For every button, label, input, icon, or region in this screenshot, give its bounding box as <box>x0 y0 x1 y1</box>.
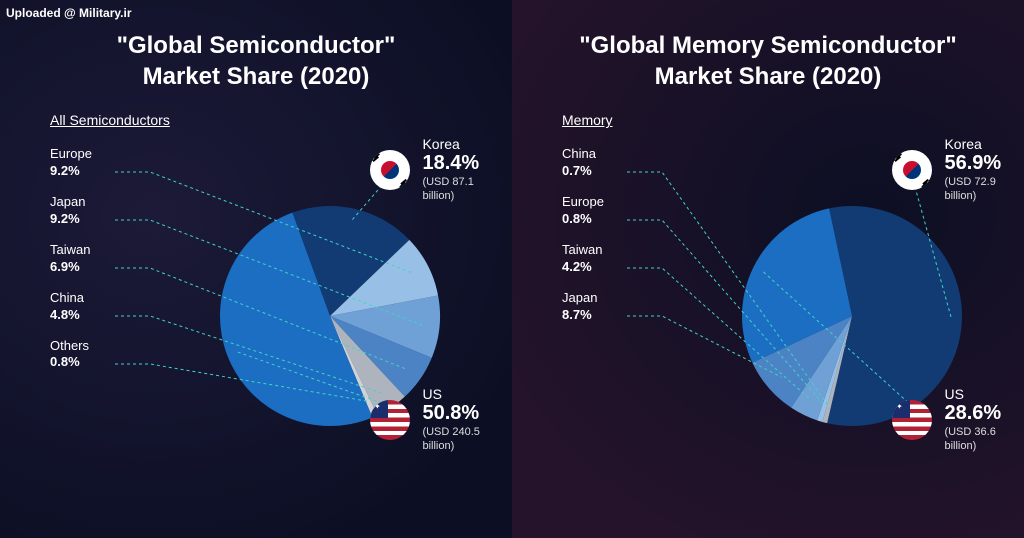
callout-us: US 28.6% (USD 36.6billion) <box>892 386 1001 452</box>
callout-text: US 50.8% (USD 240.5billion) <box>422 386 479 452</box>
callout-text: Korea 18.4% (USD 87.1billion) <box>422 136 479 202</box>
flag-korea-icon <box>892 150 932 190</box>
callout-text: Korea 56.9% (USD 72.9billion) <box>944 136 1001 202</box>
chart-title: "Global Semiconductor" Market Share (202… <box>20 30 492 92</box>
flag-us-icon <box>892 400 932 440</box>
chart-area: China0.7% Europe0.8% Taiwan4.2% Japan8.7… <box>532 146 1004 486</box>
chart-subtitle: Memory <box>562 112 1004 128</box>
title-line-2: Market Share (2020) <box>143 63 370 90</box>
callout-text: US 28.6% (USD 36.6billion) <box>944 386 1001 452</box>
panel-memory-semiconductor: "Global Memory Semiconductor" Market Sha… <box>512 0 1024 538</box>
chart-subtitle: All Semiconductors <box>50 112 492 128</box>
callout-korea: Korea 56.9% (USD 72.9billion) <box>892 136 1001 202</box>
title-line-2: Market Share (2020) <box>655 63 882 90</box>
chart-area: Europe9.2% Japan9.2% Taiwan6.9% China4.8… <box>20 146 492 486</box>
callout-us: US 50.8% (USD 240.5billion) <box>370 386 480 452</box>
panel-global-semiconductor: "Global Semiconductor" Market Share (202… <box>0 0 512 538</box>
flag-korea-icon <box>370 150 410 190</box>
watermark: Uploaded @ Military.ir <box>6 6 132 20</box>
flag-us-icon <box>370 400 410 440</box>
chart-title: "Global Memory Semiconductor" Market Sha… <box>532 30 1004 92</box>
container: "Global Semiconductor" Market Share (202… <box>0 0 1024 538</box>
title-line-1: "Global Semiconductor" <box>117 32 396 59</box>
callout-korea: Korea 18.4% (USD 87.1billion) <box>370 136 479 202</box>
title-line-1: "Global Memory Semiconductor" <box>579 32 956 59</box>
